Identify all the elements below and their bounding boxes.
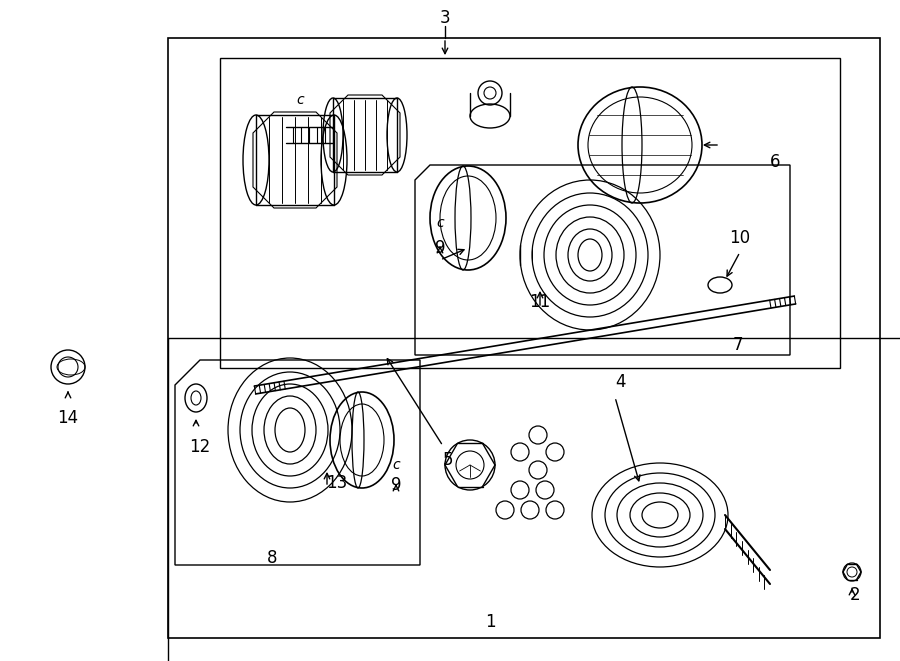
- Text: 3: 3: [440, 9, 450, 27]
- Text: 1: 1: [485, 613, 495, 631]
- Text: 7: 7: [733, 336, 743, 354]
- Text: c: c: [392, 458, 400, 472]
- Text: 4: 4: [615, 373, 626, 391]
- Text: 6: 6: [770, 153, 780, 171]
- Text: 9: 9: [391, 476, 401, 494]
- Text: 12: 12: [189, 438, 211, 456]
- Text: 13: 13: [327, 474, 347, 492]
- Text: 14: 14: [58, 409, 78, 427]
- Text: 11: 11: [529, 293, 551, 311]
- Bar: [168, 38, 880, 638]
- Text: 2: 2: [850, 586, 860, 604]
- Bar: [220, 58, 840, 368]
- Text: 9: 9: [435, 239, 446, 257]
- Text: c: c: [436, 216, 444, 230]
- Text: 10: 10: [729, 229, 751, 247]
- Text: 5: 5: [443, 451, 454, 469]
- Text: 8: 8: [266, 549, 277, 567]
- Text: c: c: [296, 93, 304, 107]
